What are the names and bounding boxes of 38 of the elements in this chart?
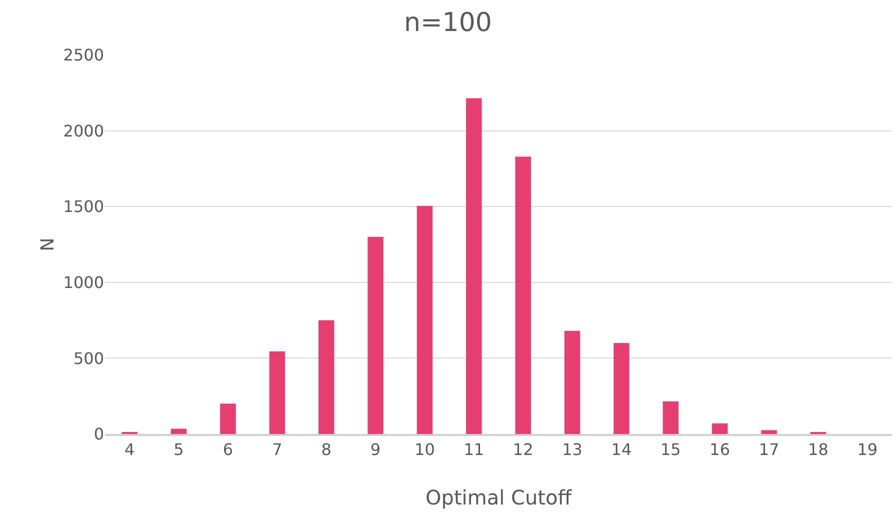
x-tick-label: 6 <box>222 440 234 459</box>
x-tick-label: 10 <box>414 440 435 459</box>
x-tick-label: 13 <box>562 440 582 459</box>
x-tick-label: 7 <box>272 440 282 459</box>
bar <box>220 404 236 434</box>
bar <box>416 206 433 434</box>
bar <box>564 330 580 434</box>
x-tick-label: 16 <box>710 440 730 459</box>
bar <box>269 351 286 434</box>
x-tick-label: 8 <box>321 440 332 459</box>
x-tick-label: 11 <box>464 440 484 459</box>
x-tick-label: 14 <box>611 440 632 459</box>
x-tick-label: 9 <box>370 440 381 459</box>
bar <box>368 236 384 434</box>
x-tick-label: 15 <box>660 440 681 459</box>
bar <box>466 98 482 434</box>
y-axis-title: N <box>37 238 58 252</box>
bar <box>761 430 777 434</box>
y-tick-label: 500 <box>73 348 104 368</box>
y-tick-label: 0 <box>94 424 104 444</box>
x-tick-label: 19 <box>857 440 878 459</box>
y-tick-label: 2500 <box>63 46 104 65</box>
x-tick-label: 5 <box>174 440 184 459</box>
y-tick-label: 1500 <box>63 197 104 216</box>
x-tick-label: 17 <box>758 440 780 459</box>
chart-title: n=100 <box>404 8 492 38</box>
x-tick-label: 4 <box>124 440 135 459</box>
x-tick-label: 18 <box>808 440 828 459</box>
x-tick-label: 12 <box>512 440 534 459</box>
bar <box>170 428 187 434</box>
bar <box>318 320 334 434</box>
y-tick-label: 2000 <box>63 121 104 140</box>
bar <box>712 423 728 434</box>
bar <box>662 401 679 434</box>
bar <box>515 156 531 434</box>
bar <box>614 343 630 434</box>
y-tick-label: 1000 <box>63 273 104 292</box>
x-axis-title: Optimal Cutoff <box>426 486 573 510</box>
